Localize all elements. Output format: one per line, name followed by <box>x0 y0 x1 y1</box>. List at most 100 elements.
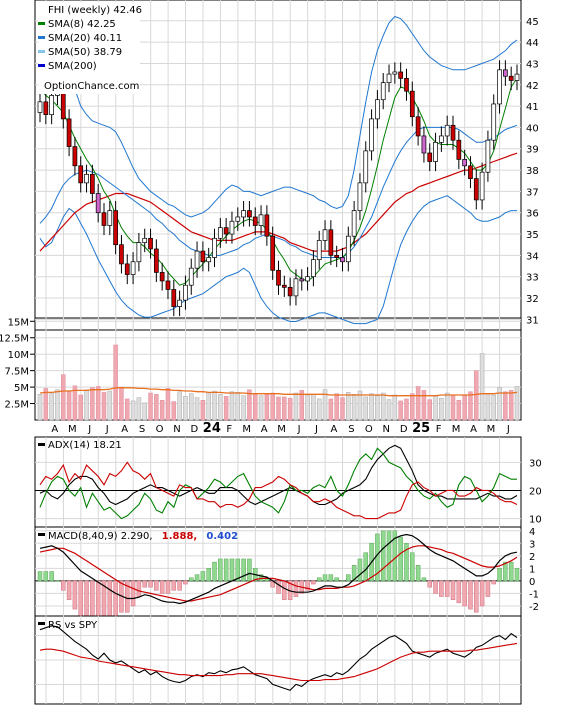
candle-body <box>340 257 345 263</box>
legend-sma20: SMA(20) 40.11 <box>48 33 122 44</box>
macd-histogram-bar <box>346 574 351 582</box>
macd-title-hist: 0.402 <box>206 531 238 542</box>
volume-bar <box>276 396 281 421</box>
volume-bar <box>392 394 398 421</box>
rs-series-1 <box>39 642 518 682</box>
macd-histogram-bar <box>159 580 165 594</box>
volume-bar <box>154 394 159 421</box>
candle-body <box>258 214 264 226</box>
volume-bar <box>125 398 130 421</box>
rs-title-text: RS vs SPY <box>48 620 98 631</box>
volume-bar <box>159 400 165 421</box>
adx-y-tick-label: 30 <box>529 458 542 469</box>
candle-body <box>229 220 235 235</box>
macd-y-tick-label: 2 <box>529 552 535 563</box>
price-y-tick-label: 44 <box>526 38 539 49</box>
candle-body <box>514 73 520 81</box>
candle-body <box>439 135 444 143</box>
volume-bar <box>369 393 374 421</box>
candle-body <box>497 69 502 105</box>
volume-layer <box>37 344 520 421</box>
macd-histogram-bar <box>316 577 322 582</box>
candle-body <box>264 214 270 237</box>
candle-body <box>427 152 433 162</box>
candle-body <box>450 124 456 141</box>
volume-bar <box>171 401 177 421</box>
macd-title-signal: 1.888, <box>162 531 197 542</box>
x-axis-month-label: F <box>226 424 232 435</box>
macd-histogram-bar <box>223 558 229 582</box>
adx-layer <box>35 444 521 520</box>
macd-histogram-bar <box>72 580 78 610</box>
volume-bar <box>142 402 147 421</box>
x-axis-month-label: A <box>51 424 58 435</box>
macd-histogram-bar <box>107 580 113 616</box>
volume-bar <box>485 393 491 421</box>
volume-bar <box>43 388 49 421</box>
volume-bar <box>148 392 153 421</box>
candle-body <box>311 259 316 278</box>
x-axis-month-label: 24 <box>203 421 221 436</box>
macd-histogram-bar <box>218 558 223 582</box>
volume-bar <box>194 397 200 421</box>
macd-histogram-bar <box>357 558 363 582</box>
price-y-tick-label: 36 <box>526 209 539 220</box>
macd-histogram-bar <box>136 580 142 597</box>
x-axis-month-label: J <box>314 424 318 435</box>
macd-histogram-bar <box>142 580 147 588</box>
legend-sma200: SMA(200) <box>48 61 97 72</box>
volume-bar <box>84 389 89 421</box>
volume-bar <box>380 392 386 421</box>
macd-y-tick-label: 0 <box>529 577 535 588</box>
candle-body <box>281 284 287 288</box>
macd-histogram-bar <box>200 571 206 582</box>
macd-histogram-bar <box>78 580 83 616</box>
macd-histogram-bar <box>497 568 502 582</box>
candle-body <box>398 71 404 79</box>
candle-body <box>421 135 427 154</box>
volume-bar <box>136 397 142 421</box>
volume-bar <box>404 398 409 421</box>
candle-body <box>90 173 95 194</box>
candle-body <box>223 227 229 235</box>
volume-y-tick-label: 7.5M <box>4 367 29 378</box>
candle-body <box>462 159 467 167</box>
volume-bar <box>415 386 421 421</box>
volume-bar <box>456 400 462 421</box>
macd-histogram-bar <box>351 564 357 582</box>
candle-body <box>468 165 473 179</box>
candle-body <box>107 210 113 226</box>
volume-bar <box>508 390 514 421</box>
macd-histogram-bar <box>95 580 101 616</box>
candle-body <box>142 237 148 243</box>
volume-bar <box>293 392 299 421</box>
x-axis-month-label: M <box>68 424 77 435</box>
legend-swatch-sma8 <box>38 22 45 25</box>
price-y-tick-label: 39 <box>526 145 539 156</box>
volume-bar <box>223 396 229 421</box>
macd-histogram-bar <box>165 580 171 594</box>
macd-histogram-bar <box>456 580 462 604</box>
candle-body <box>404 78 409 92</box>
volume-bar <box>90 387 95 421</box>
legend-swatch-sma50 <box>38 50 45 53</box>
price-y-tick-label: 38 <box>526 166 539 177</box>
volume-bar <box>183 396 188 421</box>
candle-body <box>165 280 171 290</box>
volume-bar <box>95 386 101 421</box>
macd-histogram-bar <box>84 580 89 616</box>
macd-y-tick-label: 4 <box>529 527 535 538</box>
volume-bar <box>165 388 171 421</box>
macd-histogram-bar <box>130 580 136 607</box>
macd-histogram-bar <box>194 574 200 582</box>
macd-histogram-bar <box>462 580 467 607</box>
rs-title: RS vs SPY <box>38 620 98 631</box>
candle-body <box>503 69 508 77</box>
macd-histogram-bar <box>421 577 427 582</box>
macd-histogram-bar <box>503 561 508 582</box>
volume-bar <box>200 400 206 421</box>
macd-histogram-bar <box>171 580 177 591</box>
volume-bar <box>375 395 380 421</box>
candle-body <box>113 210 118 246</box>
candle-body <box>124 263 130 275</box>
